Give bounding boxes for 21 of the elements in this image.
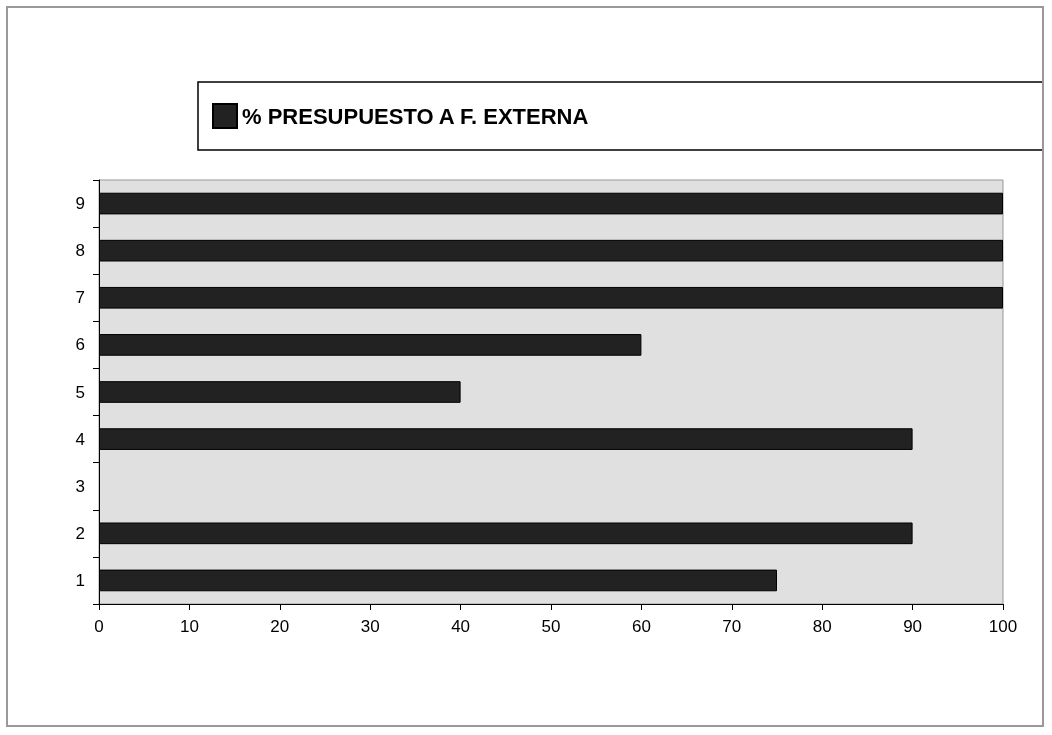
y-tick-label: 3: [75, 476, 85, 496]
x-tick-label: 30: [360, 617, 380, 636]
x-tick-label: 80: [812, 617, 832, 636]
x-tick-label: 60: [631, 617, 651, 636]
y-tick-label: 1: [75, 570, 85, 590]
x-tick-label: 100: [988, 617, 1018, 636]
y-tick-label: 6: [75, 335, 85, 355]
x-tick-label: 90: [903, 617, 923, 636]
y-tick-label: 4: [75, 429, 85, 449]
legend-label: % PRESUPUESTO A F. EXTERNA: [242, 103, 589, 129]
x-tick-label: 10: [179, 617, 199, 636]
x-tick-label: 0: [94, 617, 104, 636]
x-tick-label: 20: [270, 617, 290, 636]
y-tick-label: 9: [75, 194, 85, 214]
y-tick-label: 5: [75, 382, 85, 402]
x-tick-label: 70: [722, 617, 742, 636]
x-tick-label: 50: [541, 617, 561, 636]
y-tick-label: 7: [75, 288, 85, 308]
x-tick-label: 40: [451, 617, 471, 636]
y-tick-label: 8: [75, 241, 85, 261]
y-tick-label: 2: [75, 523, 85, 543]
